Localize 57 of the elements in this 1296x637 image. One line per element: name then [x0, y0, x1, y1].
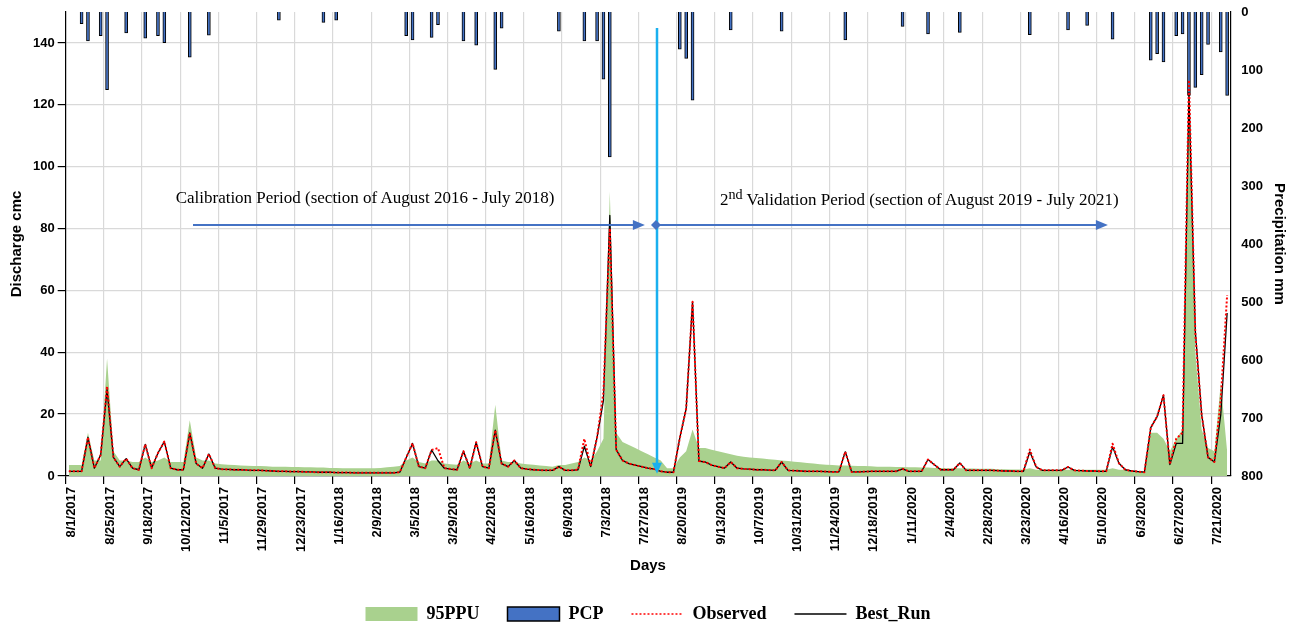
- x-tick-label: 8/1/2017: [63, 486, 79, 538]
- legend-label: PCP: [568, 602, 604, 623]
- x-tick-label: 11/24/2019: [827, 486, 843, 552]
- y-tick-label: 0: [47, 467, 55, 483]
- x-tick-label: 7/27/2018: [636, 486, 652, 545]
- y-axis-title: Discharge cmc: [7, 190, 25, 298]
- y2-tick-label: 500: [1241, 293, 1264, 309]
- x-tick-label: 6/27/2020: [1170, 486, 1186, 545]
- x-tick-label: 1/16/2018: [330, 486, 346, 545]
- x-tick-label: 10/12/2017: [178, 486, 193, 553]
- x-tick-label: 2/4/2020: [941, 486, 957, 538]
- y-tick-label: 140: [32, 34, 55, 50]
- x-tick-label: 5/16/2018: [521, 486, 537, 545]
- y-tick-label: 60: [40, 281, 55, 297]
- y2-tick-label: 0: [1241, 3, 1249, 19]
- x-tick-label: 12/18/2019: [865, 486, 881, 553]
- y2-tick-label: 600: [1241, 351, 1264, 367]
- x-tick-label: 2/9/2018: [368, 486, 384, 538]
- x-tick-label: 4/22/2018: [483, 486, 499, 545]
- y-tick-label: 120: [32, 96, 55, 112]
- legend-label: Observed: [692, 602, 767, 623]
- x-tick-label: 10/31/2019: [788, 486, 804, 553]
- x-tick-label: 2/28/2020: [979, 486, 995, 545]
- x-tick-label: 3/23/2020: [1018, 486, 1034, 545]
- annotation: 2$^{nd}$ Validation Period (section of August 2019 - July 2021): [720, 186, 1119, 211]
- y2-tick-label: 200: [1241, 119, 1264, 135]
- x-tick-label: 1/11/2020: [903, 486, 919, 545]
- x-tick-label: 8/20/2019: [674, 486, 690, 545]
- y2-tick-label: 100: [1241, 61, 1264, 77]
- y2-tick-label: 400: [1241, 235, 1264, 251]
- x-tick-label: 12/23/2017: [292, 486, 308, 553]
- legend-label: Best_Run: [855, 602, 931, 623]
- annotation: Calibration Period (section of August 2016 - July 2018): [175, 188, 555, 209]
- x-tick-label: 3/5/2018: [407, 486, 423, 538]
- y2-tick-label: 300: [1241, 177, 1264, 193]
- y-tick-label: 80: [40, 220, 55, 236]
- y-tick-label: 100: [32, 158, 55, 174]
- x-tick-label: 6/3/2020: [1132, 486, 1148, 538]
- x-tick-label: 6/9/2018: [559, 486, 575, 538]
- x-tick-label: 8/25/2017: [101, 486, 117, 545]
- x-tick-label: 5/10/2020: [1094, 486, 1110, 545]
- legend-label: 95PPU: [426, 602, 480, 623]
- x-tick-label: 9/18/2017: [139, 486, 155, 545]
- x-tick-label: 4/16/2020: [1056, 486, 1072, 545]
- x-tick-label: 7/21/2020: [1208, 486, 1224, 545]
- x-tick-label: 11/29/2017: [254, 486, 270, 552]
- y-tick-label: 20: [40, 405, 55, 421]
- x-tick-label: 11/5/2017: [216, 486, 232, 545]
- y2-tick-label: 800: [1241, 467, 1264, 483]
- y2-axis-title: Precipitation mm: [1271, 183, 1289, 305]
- x-tick-label: 10/7/2019: [750, 486, 766, 545]
- y-tick-label: 40: [40, 343, 55, 359]
- x-axis-title: Days: [630, 556, 666, 574]
- x-tick-label: 3/29/2018: [445, 486, 461, 545]
- y2-tick-label: 700: [1241, 409, 1264, 425]
- x-tick-label: 9/13/2019: [712, 486, 728, 545]
- x-tick-label: 7/3/2018: [598, 486, 614, 538]
